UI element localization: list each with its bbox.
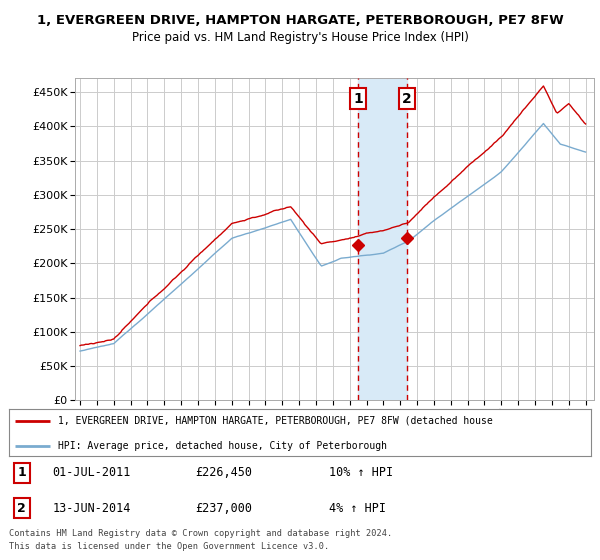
Text: 1: 1 — [17, 466, 26, 479]
Text: This data is licensed under the Open Government Licence v3.0.: This data is licensed under the Open Gov… — [9, 542, 329, 550]
Text: £226,450: £226,450 — [195, 466, 252, 479]
Text: 10% ↑ HPI: 10% ↑ HPI — [329, 466, 393, 479]
Text: HPI: Average price, detached house, City of Peterborough: HPI: Average price, detached house, City… — [58, 441, 388, 451]
Bar — [358, 78, 407, 400]
Text: Contains HM Land Registry data © Crown copyright and database right 2024.: Contains HM Land Registry data © Crown c… — [9, 529, 392, 538]
Text: Price paid vs. HM Land Registry's House Price Index (HPI): Price paid vs. HM Land Registry's House … — [131, 31, 469, 44]
Text: 2: 2 — [402, 92, 412, 106]
Text: £237,000: £237,000 — [195, 502, 252, 515]
Text: 4% ↑ HPI: 4% ↑ HPI — [329, 502, 386, 515]
Text: 1: 1 — [353, 92, 363, 106]
Text: 13-JUN-2014: 13-JUN-2014 — [53, 502, 131, 515]
Text: 01-JUL-2011: 01-JUL-2011 — [53, 466, 131, 479]
Text: 1, EVERGREEN DRIVE, HAMPTON HARGATE, PETERBOROUGH, PE7 8FW: 1, EVERGREEN DRIVE, HAMPTON HARGATE, PET… — [37, 14, 563, 27]
Text: 1, EVERGREEN DRIVE, HAMPTON HARGATE, PETERBOROUGH, PE7 8FW (detached house: 1, EVERGREEN DRIVE, HAMPTON HARGATE, PET… — [58, 416, 493, 426]
Text: 2: 2 — [17, 502, 26, 515]
